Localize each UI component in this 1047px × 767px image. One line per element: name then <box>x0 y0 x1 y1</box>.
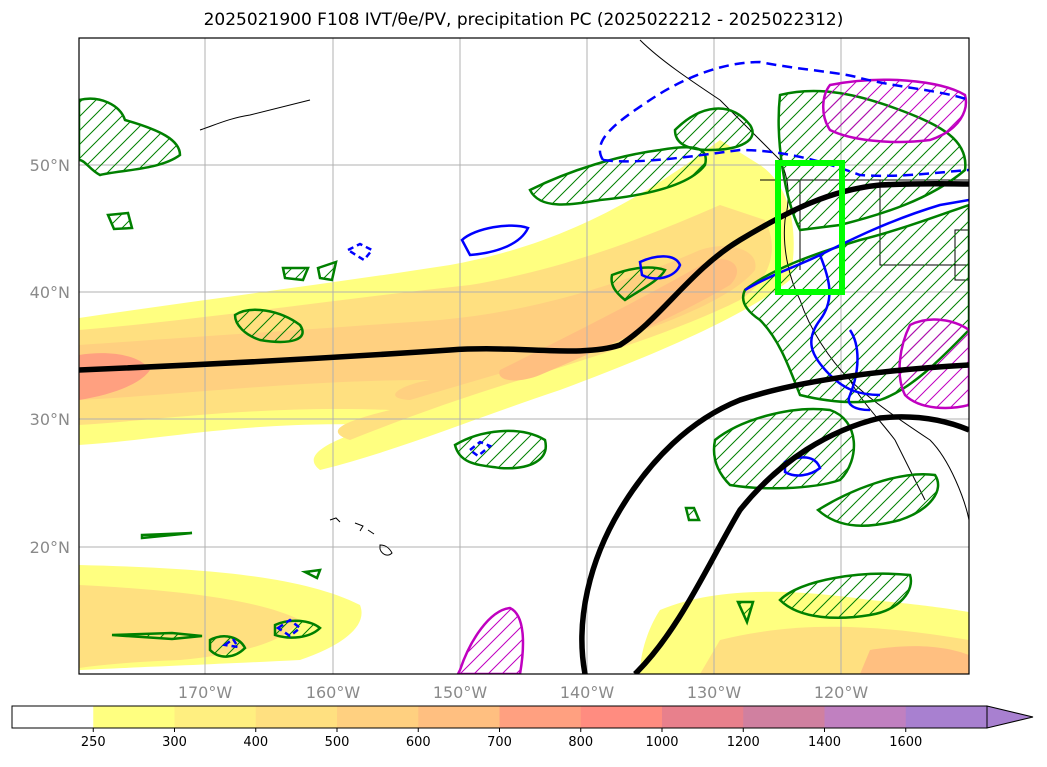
colorbar-segment <box>662 706 744 728</box>
lon-label: 150°W <box>433 683 488 702</box>
lon-label: 120°W <box>814 683 869 702</box>
colorbar-segment <box>824 706 907 728</box>
colorbar-segment <box>743 706 825 728</box>
colorbar-segment <box>905 706 988 728</box>
lon-label: 130°W <box>687 683 742 702</box>
colorbar: 250 300 400 500 600 700 800 1000 1200 1400 1600 <box>11 705 1034 750</box>
colorbar-tick-label: 500 <box>325 735 350 750</box>
ivt-shading <box>79 140 969 674</box>
colorbar-tick-label: 1400 <box>808 735 841 750</box>
map-title: 2025021900 F108 IVT/θe/PV, precipitation… <box>203 10 844 30</box>
lon-label: 140°W <box>560 683 615 702</box>
lat-label: 30°N <box>30 410 70 429</box>
map-frame <box>78 37 970 675</box>
colorbar-tick-label: 400 <box>243 735 268 750</box>
colorbar-segment <box>12 706 94 728</box>
lon-labels: 170°W 160°W 150°W 140°W 130°W 120°W <box>178 683 869 702</box>
colorbar-segment <box>580 706 663 728</box>
lat-label: 40°N <box>30 283 70 302</box>
colorbar-tick-label: 700 <box>487 735 512 750</box>
colorbar-tick-label: 800 <box>568 735 593 750</box>
colorbar-segment <box>499 706 582 728</box>
colorbar-segment <box>418 706 500 728</box>
colorbar-segment <box>93 706 175 728</box>
colorbar-tick-label: 600 <box>406 735 431 750</box>
colorbar-tick-label: 300 <box>162 735 187 750</box>
lat-labels: 50°N 40°N 30°N 20°N <box>30 156 70 557</box>
colorbar-tick-label: 250 <box>81 735 106 750</box>
lat-label: 50°N <box>30 156 70 175</box>
highlight-box <box>775 160 845 295</box>
colorbar-tick-label: 1000 <box>645 735 678 750</box>
precip-pc-contours <box>456 78 969 674</box>
ivt-contours <box>79 181 969 674</box>
lon-label: 160°W <box>306 683 361 702</box>
map-plot-area <box>79 38 969 674</box>
colorbar-tick-label: 1600 <box>889 735 922 750</box>
lat-label: 20°N <box>30 538 70 557</box>
colorbar-extend-arrow <box>986 705 1034 729</box>
colorbar-segment <box>337 706 419 728</box>
lon-label: 170°W <box>178 683 233 702</box>
pv-contours <box>221 60 969 649</box>
colorbar-segment <box>255 706 338 728</box>
colorbar-tick-label: 1200 <box>727 735 760 750</box>
colorbar-segment <box>174 706 257 728</box>
